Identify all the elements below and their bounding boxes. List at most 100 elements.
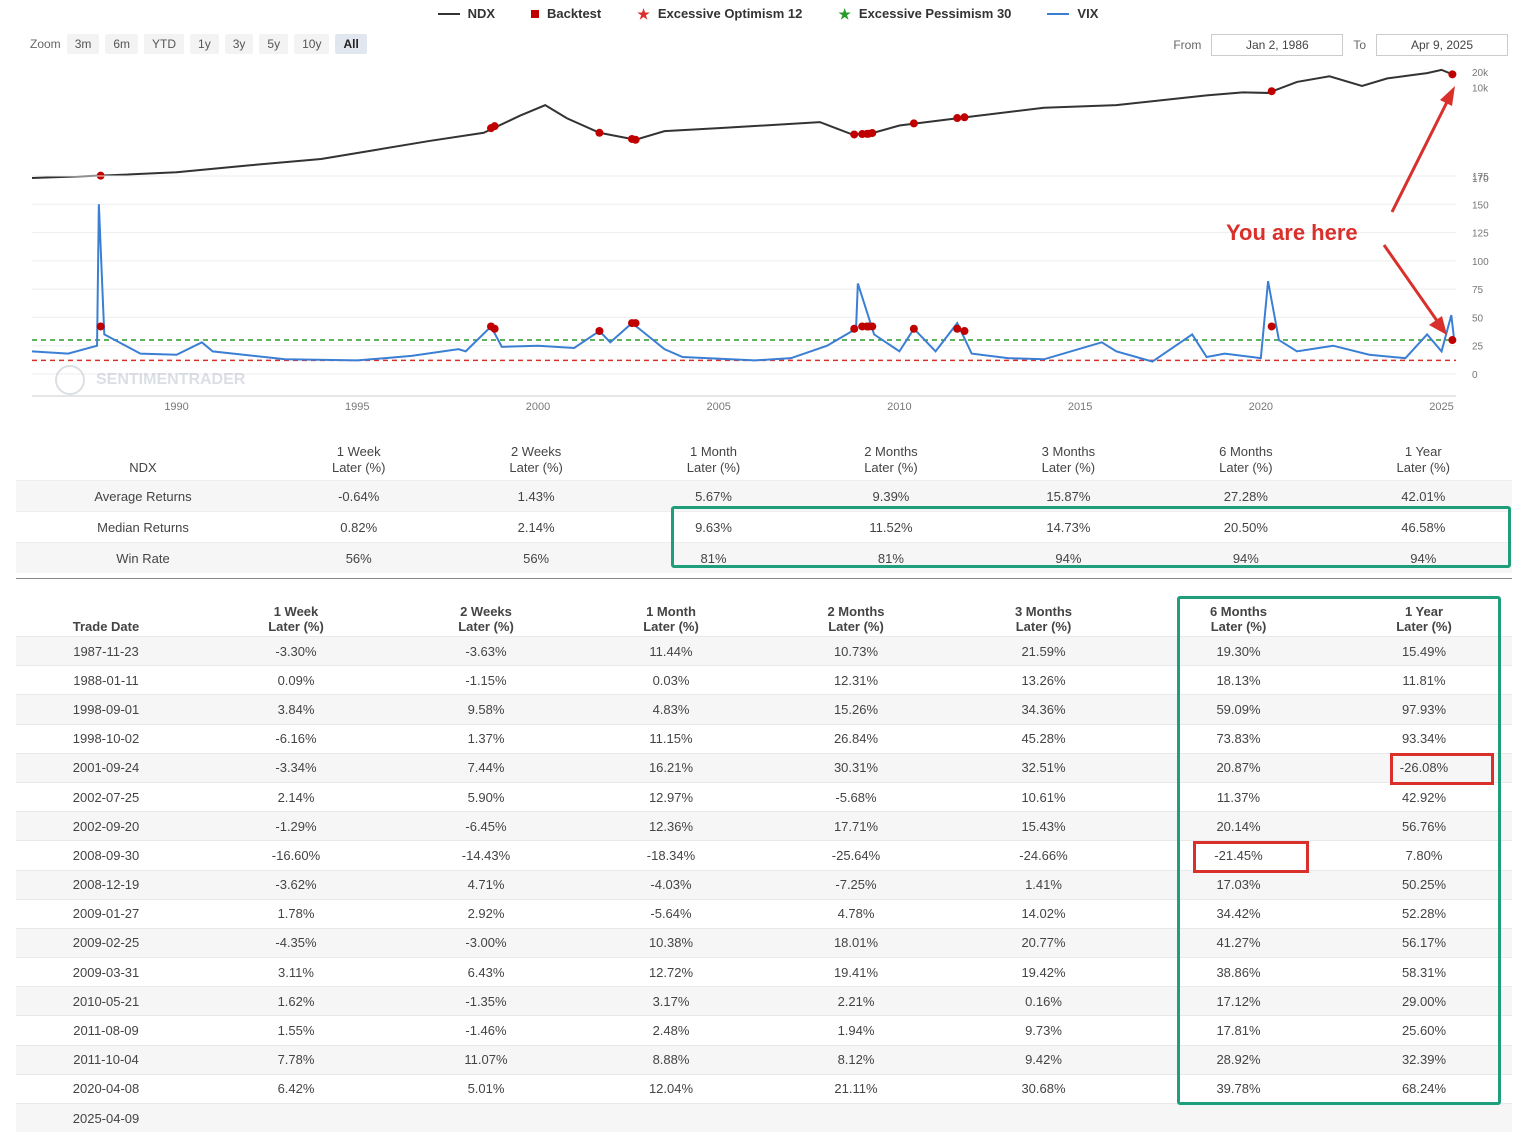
zoom-button[interactable]: 5y	[259, 34, 289, 54]
trade-return-cell: 1.78%	[196, 898, 396, 929]
trade-return-cell	[396, 1103, 576, 1133]
trade-return-cell: 0.09%	[196, 665, 396, 695]
vix-y-tick-label: 0	[1472, 370, 1478, 381]
to-date-input[interactable]: Apr 9, 2025	[1376, 34, 1508, 56]
trade-date-cell: 2002-07-25	[16, 781, 196, 812]
trades-column-header: 3 Months Later (%)	[946, 598, 1141, 637]
zoom-button[interactable]: 6m	[105, 34, 139, 54]
trade-return-cell: 59.09%	[1141, 694, 1336, 725]
trades-column-header: 1 Month Later (%)	[576, 598, 766, 637]
legend-item[interactable]: Backtest	[531, 6, 601, 21]
summary-cell: 56%	[270, 542, 448, 573]
trade-return-cell: 15.49%	[1336, 635, 1512, 666]
summary-row-label: Average Returns	[16, 480, 270, 512]
trade-return-cell: 11.37%	[1141, 781, 1336, 812]
zoom-button[interactable]: All	[335, 34, 367, 54]
trade-row: 2025-04-09	[16, 1103, 1512, 1133]
summary-cell: -0.64%	[270, 480, 448, 512]
trade-return-cell	[1336, 1103, 1512, 1133]
trade-row: 1987-11-23 -3.30% -3.63% 11.44% 10.73% 21.59%…	[16, 635, 1512, 666]
x-tick-label: 2020	[1249, 401, 1273, 413]
vix-y-tick-label: 75	[1472, 285, 1484, 296]
trade-return-cell: 7.80%	[1336, 840, 1512, 870]
trade-return-cell: 7.44%	[396, 752, 576, 783]
legend-item[interactable]: ★ Excessive Optimism 12	[637, 6, 802, 21]
legend-label: Backtest	[547, 6, 602, 21]
highlight-cell-2001-1y	[1390, 753, 1494, 785]
annotation-arrowhead-up	[1440, 86, 1455, 106]
zoom-button[interactable]: YTD	[144, 34, 185, 54]
trades-table: Trade Date 1 Week Later (%) 2 Weeks Later (%…	[16, 598, 1512, 1133]
ndx-backtest-marker	[1448, 70, 1457, 79]
summary-column-header: 6 Months Later (%)	[1157, 440, 1334, 481]
zoom-button[interactable]: 3m	[66, 34, 100, 54]
trade-row: 1998-09-01 3.84% 9.58% 4.83% 15.26% 34.36% 59.…	[16, 694, 1512, 725]
ndx-y-tick-label: 10k	[1472, 83, 1489, 94]
vix-y-tick-label: 25	[1472, 342, 1484, 353]
trade-return-cell: 2.14%	[196, 781, 396, 812]
zoom-button[interactable]: 10y	[294, 34, 330, 54]
trade-return-cell: -16.60%	[196, 840, 396, 870]
trade-return-cell: 38.86%	[1141, 957, 1336, 987]
summary-column-header: 2 Months Later (%)	[802, 440, 979, 481]
from-date-input[interactable]: Jan 2, 1986	[1211, 34, 1344, 56]
trade-return-cell: 5.01%	[396, 1073, 576, 1104]
trade-return-cell: 0.16%	[946, 986, 1141, 1016]
legend-item[interactable]: NDX	[437, 6, 496, 21]
trade-return-cell: -14.43%	[396, 840, 576, 870]
trade-return-cell: 9.42%	[946, 1044, 1141, 1075]
legend-label: NDX	[467, 6, 496, 21]
trade-return-cell: 4.71%	[396, 869, 576, 900]
vix-y-tick-label: 150	[1472, 200, 1489, 211]
highlight-box-median-winrate	[671, 506, 1511, 568]
trade-return-cell: 11.15%	[576, 723, 766, 754]
column-header-line: Later (%)	[458, 619, 514, 634]
legend-star-icon: ★	[838, 5, 851, 22]
annotation-arrow-down	[1382, 244, 1442, 326]
summary-column-header: 3 Months Later (%)	[980, 440, 1157, 481]
trade-return-cell: -26.08%	[1336, 752, 1512, 783]
trades-column-header: 1 Year Later (%)	[1336, 598, 1512, 637]
summary-row-header: NDX	[129, 460, 157, 475]
trade-return-cell	[946, 1103, 1141, 1133]
trade-return-cell: 3.17%	[576, 986, 766, 1016]
trade-return-cell: 1.41%	[946, 869, 1141, 900]
trade-return-cell: 18.01%	[766, 927, 946, 958]
trade-return-cell: -1.35%	[396, 986, 576, 1016]
trade-return-cell: 4.78%	[766, 898, 946, 929]
column-header-line: Later (%)	[1396, 619, 1452, 634]
trade-return-cell: 10.73%	[766, 635, 946, 666]
trade-return-cell	[1141, 1103, 1336, 1133]
zoom-button[interactable]: 1y	[190, 34, 219, 54]
trade-return-cell: 12.72%	[576, 957, 766, 987]
trade-return-cell: 68.24%	[1336, 1073, 1512, 1104]
trade-row: 2002-09-20 -1.29% -6.45% 12.36% 17.71% 15.43%…	[16, 811, 1512, 841]
legend-item[interactable]: VIX	[1047, 6, 1098, 21]
trade-return-cell: 34.42%	[1141, 898, 1336, 929]
vix-backtest-marker	[490, 324, 499, 333]
ndx-backtest-marker	[850, 130, 859, 139]
trade-row: 2011-10-04 7.78% 11.07% 8.88% 8.12% 9.42% 28.9…	[16, 1044, 1512, 1075]
trade-row: 2009-03-31 3.11% 6.43% 12.72% 19.41% 19.42% 38…	[16, 957, 1512, 987]
trade-return-cell: 11.81%	[1336, 665, 1512, 695]
zoom-button[interactable]: 3y	[224, 34, 254, 54]
column-header-line: 6 Months	[1209, 604, 1268, 619]
legend-label: VIX	[1077, 6, 1099, 21]
trades-column-header: 6 Months Later (%)	[1141, 598, 1336, 637]
ndx-y-tick-label: 20k	[1472, 68, 1489, 79]
trade-return-cell: 17.71%	[766, 811, 946, 841]
trade-return-cell	[576, 1103, 766, 1133]
ndx-backtest-marker	[631, 135, 640, 144]
trade-return-cell: 97.93%	[1336, 694, 1512, 725]
column-header-line: 1 Week	[273, 604, 319, 619]
trade-return-cell: 16.21%	[576, 752, 766, 783]
vix-backtest-marker	[1448, 336, 1457, 345]
trade-return-cell: 8.12%	[766, 1044, 946, 1075]
column-header-line: Later (%)	[1396, 460, 1451, 475]
column-header-line: Later (%)	[864, 460, 918, 475]
legend-item[interactable]: ★ Excessive Pessimism 30	[838, 6, 1011, 21]
column-header-line: 1 Month	[690, 444, 737, 459]
trade-return-cell: 8.88%	[576, 1044, 766, 1075]
trade-return-cell: -6.16%	[196, 723, 396, 754]
annotation-arrowhead-down	[1429, 316, 1447, 335]
